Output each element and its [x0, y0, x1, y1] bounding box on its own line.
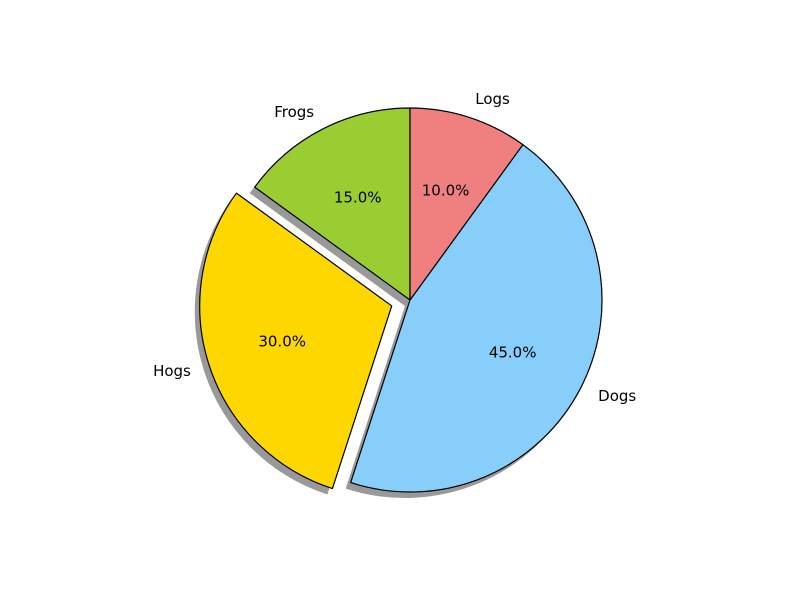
slice-pct-frogs: 15.0% [334, 188, 382, 206]
label-layer: Frogs 15.0% Hogs 30.0% Dogs 45.0% Logs 10.0% [153, 90, 636, 405]
slice-label-hogs: Hogs [153, 362, 191, 380]
slice-label-frogs: Frogs [274, 103, 314, 121]
slice-label-logs: Logs [475, 90, 510, 108]
slice-frogs [254, 107, 411, 301]
slice-dogs [350, 144, 603, 493]
slice-pct-hogs: 30.0% [258, 333, 306, 351]
slice-label-dogs: Dogs [598, 387, 636, 405]
slice-pct-dogs: 45.0% [489, 343, 537, 361]
slice-pct-logs: 10.0% [422, 181, 470, 199]
slice-layer [199, 107, 603, 493]
slice-hogs [199, 192, 393, 490]
slice-logs [409, 107, 524, 301]
